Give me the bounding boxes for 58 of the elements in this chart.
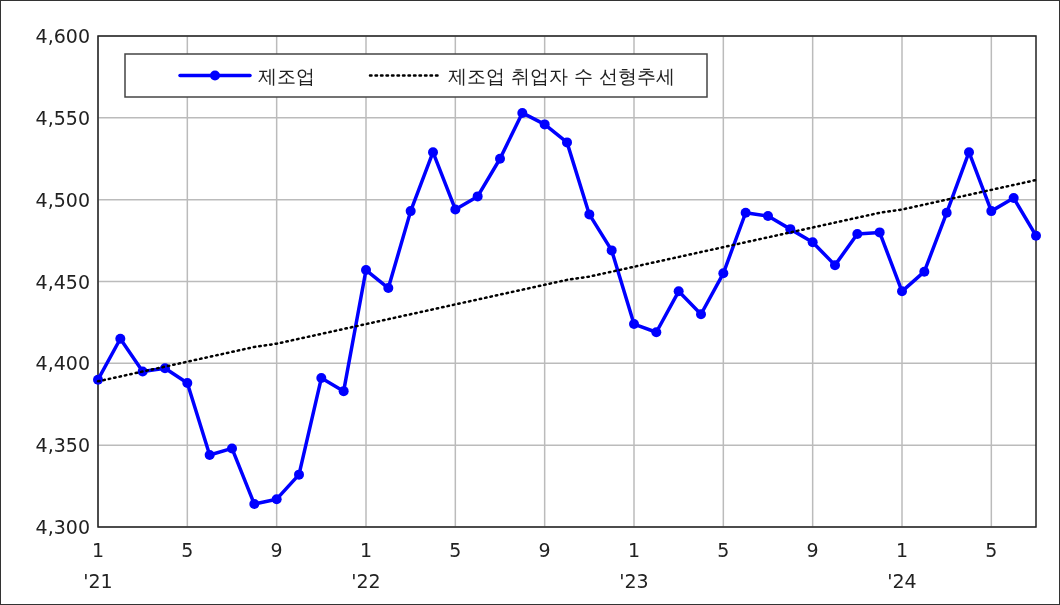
point: [584, 209, 595, 220]
point: [383, 283, 394, 294]
point: [718, 268, 729, 279]
point: [539, 119, 550, 130]
point: [740, 207, 751, 218]
y-tick-label: 4,500: [35, 188, 90, 211]
point: [361, 265, 371, 276]
x-tick-label: 9: [538, 539, 551, 561]
legend-label: 제조업: [258, 64, 315, 87]
point: [941, 207, 952, 218]
point: [316, 373, 327, 384]
point: [338, 386, 349, 397]
point: [986, 206, 997, 217]
point: [629, 319, 639, 330]
point: [651, 327, 662, 338]
x-tick-label: 5: [449, 539, 462, 561]
y-tick-label: 4,300: [35, 516, 90, 538]
point: [517, 107, 528, 118]
legend-label: 제조업 취업자 수 선형추세: [448, 64, 676, 87]
y-tick-label: 4,350: [35, 434, 90, 457]
x-tick-label: 1 '22: [351, 539, 381, 592]
point: [294, 469, 304, 480]
point: [897, 286, 907, 297]
x-tick-label: 5: [181, 539, 194, 561]
point: [1008, 193, 1019, 204]
x-tick-label: 1 '24: [887, 539, 917, 592]
point: [830, 260, 840, 271]
point: [405, 206, 416, 217]
y-tick-label: 4,600: [35, 25, 90, 47]
point: [227, 443, 237, 454]
point: [807, 237, 818, 248]
point: [919, 266, 930, 277]
point: [606, 245, 617, 256]
point: [115, 333, 126, 344]
y-tick-label: 4,550: [35, 106, 90, 129]
point: [562, 137, 572, 148]
point: [874, 227, 885, 238]
point: [182, 377, 193, 388]
x-tick-label: 9: [270, 539, 283, 561]
x-tick-label: 1 '21: [83, 539, 113, 592]
point: [428, 147, 438, 158]
x-tick-label: 9: [806, 539, 819, 561]
point: [673, 286, 684, 297]
point: [1031, 230, 1041, 241]
point: [472, 191, 483, 202]
point: [763, 211, 773, 222]
x-tick-label: 1 '23: [619, 539, 649, 592]
point: [852, 229, 863, 240]
point: [495, 153, 505, 164]
point: [450, 204, 461, 215]
x-tick-label: 5: [985, 539, 998, 561]
point: [696, 309, 706, 320]
y-tick-label: 4,400: [35, 352, 90, 375]
y-tick-label: 4,450: [35, 270, 90, 293]
point: [249, 499, 260, 510]
point: [271, 494, 282, 505]
point: [204, 449, 215, 460]
x-tick-label: 5: [717, 539, 730, 561]
